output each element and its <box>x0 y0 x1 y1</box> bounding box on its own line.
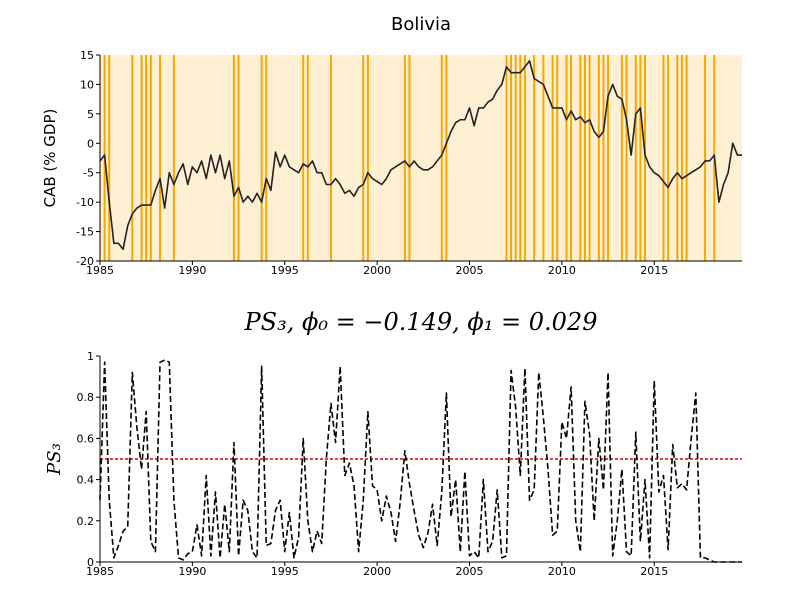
y-tick-label: -15 <box>76 226 94 239</box>
x-tick-label: 1990 <box>178 565 206 578</box>
x-tick-label: 2005 <box>455 565 483 578</box>
x-tick-label: 2000 <box>363 565 391 578</box>
x-tick-label: 2015 <box>640 264 668 277</box>
y-axis-label: CAB (% GDP) <box>41 109 59 208</box>
y-tick-label: 0 <box>87 137 94 150</box>
x-tick-label: 1990 <box>178 264 206 277</box>
y-tick-label: -5 <box>83 167 94 180</box>
chart-title: PS₃, ϕ₀ = −0.149, ϕ₁ = 0.029 <box>244 308 598 336</box>
x-tick-label: 1995 <box>271 264 299 277</box>
y-tick-label: 0 <box>87 556 94 569</box>
y-axis-label: PS₃ <box>44 443 65 476</box>
y-tick-label: 0.8 <box>77 391 95 404</box>
data-line <box>99 60 742 251</box>
y-tick-label: 0.2 <box>77 515 95 528</box>
x-tick-label: 2000 <box>363 264 391 277</box>
y-tick-label: 0.6 <box>77 432 95 445</box>
data-line <box>99 359 742 563</box>
y-tick-label: 0.4 <box>77 474 95 487</box>
y-tick-label: 1 <box>87 350 94 363</box>
x-tick-label: 1995 <box>271 565 299 578</box>
y-tick-label: 10 <box>80 78 94 91</box>
x-tick-label: 2010 <box>548 264 576 277</box>
y-tick-label: 5 <box>87 108 94 121</box>
chart-title: Bolivia <box>391 14 451 35</box>
y-tick-label: -10 <box>76 196 94 209</box>
y-tick-label: -20 <box>76 255 94 268</box>
x-tick-label: 2015 <box>640 565 668 578</box>
x-tick-label: 1985 <box>86 565 114 578</box>
x-tick-label: 1985 <box>86 264 114 277</box>
x-tick-label: 2005 <box>455 264 483 277</box>
x-tick-label: 2010 <box>548 565 576 578</box>
y-tick-label: 15 <box>80 49 94 62</box>
